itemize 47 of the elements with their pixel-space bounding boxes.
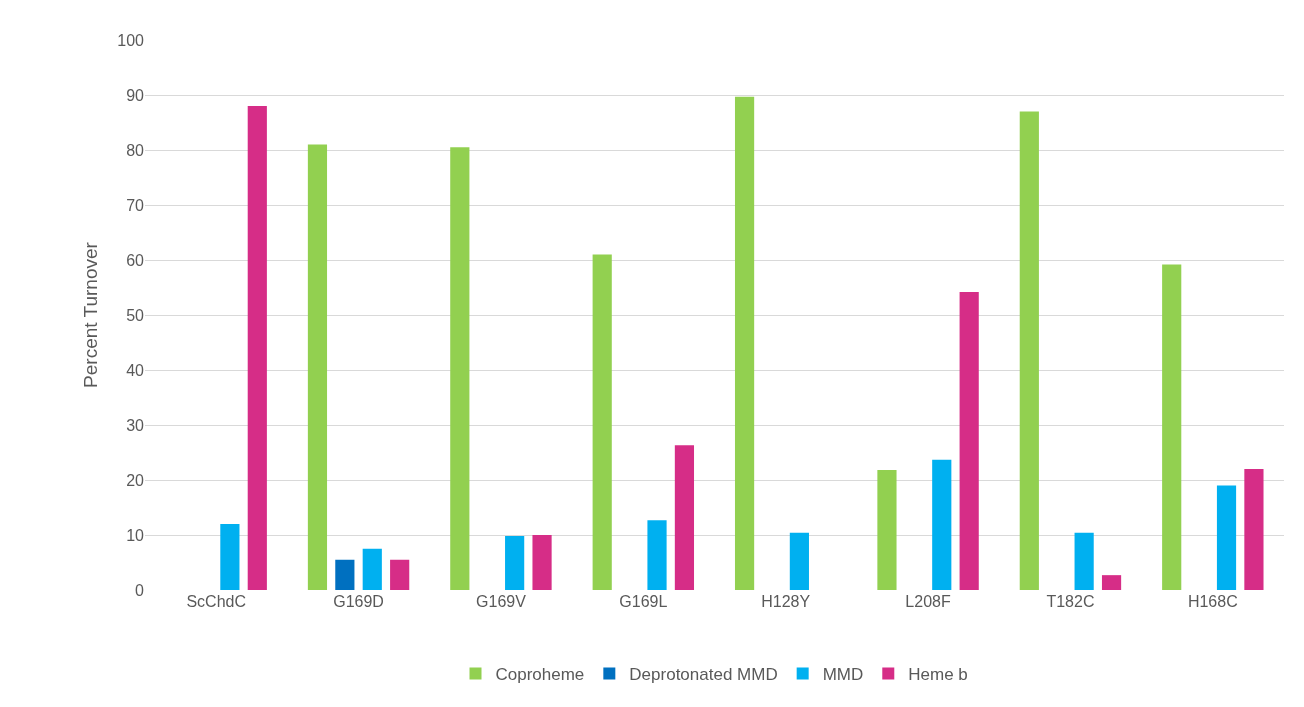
bar bbox=[335, 559, 355, 590]
bar bbox=[959, 291, 979, 590]
x-tick-label: G169D bbox=[333, 593, 384, 610]
x-tick-label: G169L bbox=[619, 593, 668, 610]
bar bbox=[1244, 469, 1264, 590]
y-tick-label: 40 bbox=[126, 361, 145, 379]
bar bbox=[1019, 111, 1039, 590]
bar bbox=[247, 106, 267, 590]
legend-label: MMD bbox=[822, 665, 864, 685]
bar bbox=[734, 96, 755, 590]
x-tick-label: T182C bbox=[1046, 593, 1095, 610]
bar bbox=[592, 254, 612, 590]
bar bbox=[390, 559, 410, 590]
y-tick-label: 10 bbox=[126, 526, 145, 544]
legend-label: Heme b bbox=[908, 665, 968, 685]
bar bbox=[1101, 575, 1122, 590]
bar bbox=[932, 459, 952, 590]
x-tick-label: ScChdC bbox=[186, 593, 246, 610]
legend-label: Deprotonated MMD bbox=[629, 665, 778, 685]
bar bbox=[532, 535, 552, 590]
y-tick-label: 20 bbox=[126, 471, 145, 489]
y-tick-label: 60 bbox=[126, 251, 145, 269]
y-axis-title: Percent Turnover bbox=[80, 241, 101, 388]
legend-label: Coproheme bbox=[495, 665, 585, 685]
bar bbox=[1074, 532, 1094, 590]
bar bbox=[362, 548, 382, 590]
x-tick-label: H168C bbox=[1187, 593, 1238, 610]
x-tick-label: G169V bbox=[476, 593, 527, 610]
bar bbox=[1216, 485, 1237, 590]
x-tick-label: H128Y bbox=[761, 593, 811, 610]
y-tick-label: 0 bbox=[135, 581, 145, 599]
bar bbox=[450, 147, 470, 590]
y-tick-label: 50 bbox=[126, 306, 145, 324]
bar bbox=[505, 536, 525, 590]
bar bbox=[789, 532, 809, 590]
bar bbox=[674, 445, 695, 590]
bar bbox=[1162, 264, 1182, 590]
bar bbox=[220, 524, 240, 590]
y-tick-label: 30 bbox=[126, 416, 145, 434]
y-tick-label: 80 bbox=[126, 141, 145, 159]
bar bbox=[647, 520, 667, 590]
y-tick-label: 100 bbox=[117, 31, 145, 49]
x-tick-label: L208F bbox=[905, 593, 951, 610]
bar bbox=[877, 470, 897, 590]
bar bbox=[307, 144, 328, 590]
y-tick-label: 70 bbox=[126, 196, 145, 214]
y-tick-label: 90 bbox=[126, 86, 145, 104]
